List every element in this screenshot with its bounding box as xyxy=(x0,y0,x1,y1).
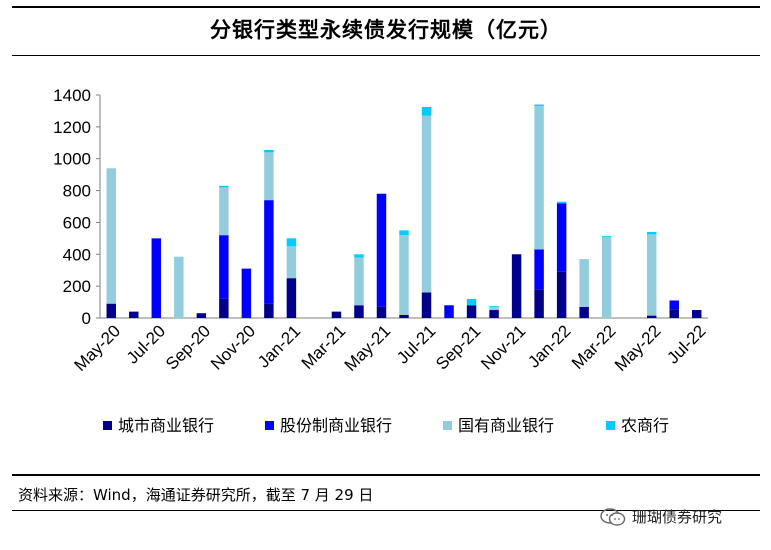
bar-4-Mar-22 xyxy=(601,235,612,237)
x-tick-label: May-21 xyxy=(341,321,395,375)
bar-2-Dec-21 xyxy=(534,249,544,290)
chart-title: 分银行类型永续债发行规模（亿元） xyxy=(210,17,562,42)
y-tick-label: 400 xyxy=(63,245,91,264)
x-tick-label: Sep-21 xyxy=(432,321,484,373)
bar-1-Feb-22 xyxy=(579,306,589,318)
legend-swatch xyxy=(606,421,615,430)
bars xyxy=(106,104,702,318)
bar-3-Feb-22 xyxy=(579,259,589,307)
bar-1-Jun-21 xyxy=(399,314,409,318)
title-top-rule xyxy=(12,6,760,8)
bar-1-Oct-20 xyxy=(219,298,229,318)
bar-4-Dec-20 xyxy=(264,149,274,153)
y-tick-label: 200 xyxy=(63,277,91,296)
bar-4-Jul-21 xyxy=(421,106,432,116)
bar-3-Jan-21 xyxy=(286,246,297,279)
bar-3-Oct-20 xyxy=(219,187,229,236)
bar-3-May-22 xyxy=(646,234,657,316)
bar-2-Jun-22 xyxy=(669,300,679,310)
bar-4-Jan-21 xyxy=(286,238,297,247)
legend-swatch xyxy=(265,421,274,430)
legend-label: 城市商业银行 xyxy=(118,416,214,435)
x-tick-label: Sep-20 xyxy=(162,321,214,373)
legend: 城市商业银行 股份制商业银行 国有商业银行 农商行 xyxy=(103,416,669,435)
bar-4-Sep-21 xyxy=(466,298,477,306)
watermark: 珊瑚债券研究 xyxy=(600,506,722,527)
bar-1-May-22 xyxy=(646,315,657,318)
bar-3-Dec-20 xyxy=(264,152,274,201)
bar-1-Apr-21 xyxy=(354,305,364,318)
bar-1-Dec-21 xyxy=(534,289,544,318)
wechat-icon xyxy=(600,507,626,526)
stacked-bar-chart: 0200400600800100012001400May-20Jul-20Sep… xyxy=(53,86,709,435)
bar-1-Jan-21 xyxy=(286,278,297,318)
bar-4-Oct-21 xyxy=(489,306,499,307)
bar-1-Sep-21 xyxy=(466,305,477,318)
legend-swatch xyxy=(103,421,112,430)
bar-1-Jul-21 xyxy=(421,292,432,318)
bar-4-May-22 xyxy=(646,231,657,235)
bar-2-Aug-21 xyxy=(444,305,454,318)
legend-swatch xyxy=(443,421,452,430)
bar-4-Oct-20 xyxy=(219,185,229,188)
legend-label: 农商行 xyxy=(621,416,669,435)
bar-1-May-20 xyxy=(106,303,116,318)
y-tick-label: 600 xyxy=(63,213,91,232)
x-tick-label: May-20 xyxy=(71,321,125,375)
x-tick-label: Nov-21 xyxy=(477,321,529,373)
bar-2-Jul-20 xyxy=(151,238,162,318)
bar-1-Jul-22 xyxy=(692,310,702,318)
watermark-text: 珊瑚债券研究 xyxy=(632,508,723,526)
bar-1-Jun-22 xyxy=(669,309,679,318)
bar-3-May-20 xyxy=(106,168,116,304)
bar-2-May-21 xyxy=(376,193,387,307)
bar-1-May-21 xyxy=(376,306,387,318)
bar-2-Nov-20 xyxy=(241,268,252,318)
source-top-rule xyxy=(12,474,760,476)
y-tick-label: 0 xyxy=(82,309,91,328)
x-tick-label: Nov-20 xyxy=(207,321,259,373)
bar-3-Mar-22 xyxy=(601,236,612,318)
x-tick-label: Jan-22 xyxy=(524,321,574,371)
legend-label: 股份制商业银行 xyxy=(280,416,392,435)
bar-2-Oct-20 xyxy=(219,235,229,299)
bar-1-Dec-20 xyxy=(264,303,274,318)
y-tick-label: 1000 xyxy=(53,150,91,169)
legend-label: 国有商业银行 xyxy=(458,416,554,435)
bar-1-Oct-21 xyxy=(489,310,499,318)
y-tick-label: 1400 xyxy=(53,86,91,105)
bar-3-Dec-21 xyxy=(534,106,544,250)
y-tick-label: 1200 xyxy=(53,118,91,137)
y-tick-label: 800 xyxy=(63,182,91,201)
bar-3-Oct-21 xyxy=(489,306,499,311)
bar-4-Apr-21 xyxy=(354,254,364,258)
x-tick-label: Mar-21 xyxy=(298,321,350,373)
bar-3-Apr-21 xyxy=(354,257,364,306)
source-bottom-rule xyxy=(12,510,760,511)
x-tick-label: May-22 xyxy=(611,321,665,375)
bar-4-Jun-21 xyxy=(399,230,409,236)
bar-1-Nov-21 xyxy=(511,254,522,318)
bar-1-Jun-20 xyxy=(129,311,139,318)
bar-3-Jun-21 xyxy=(399,235,409,315)
bar-3-Jul-21 xyxy=(421,115,432,293)
bar-3-Aug-20 xyxy=(174,256,184,318)
bar-1-Jan-22 xyxy=(556,271,567,318)
bar-2-Dec-20 xyxy=(264,200,274,304)
bar-2-Jan-22 xyxy=(556,203,567,272)
bar-4-Jan-22 xyxy=(556,201,567,204)
x-tick-label: Jul-22 xyxy=(663,321,709,367)
bar-1-Mar-21 xyxy=(331,311,342,318)
x-tick-label: Jan-21 xyxy=(254,321,304,371)
bar-1-Sep-20 xyxy=(196,313,207,318)
title-bottom-rule xyxy=(12,55,760,56)
bar-4-Dec-21 xyxy=(534,104,544,107)
source-note: 资料来源：Wind，海通证券研究所，截至 7 月 29 日 xyxy=(18,486,374,504)
x-tick-label: Mar-22 xyxy=(568,321,620,373)
